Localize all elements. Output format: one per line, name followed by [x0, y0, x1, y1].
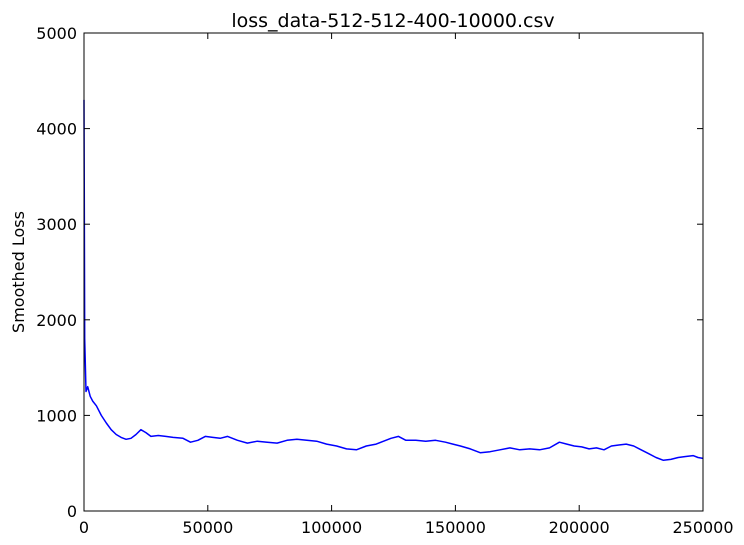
y-tick-label: 2000 — [36, 311, 77, 330]
x-tick-label: 200000 — [549, 518, 610, 537]
y-tick-label: 1000 — [36, 406, 77, 425]
plot-area: 0 50000 100000 150000 200000 250000 0 1000 2000 3… — [36, 24, 733, 537]
y-tick-label: 4000 — [36, 120, 77, 139]
chart-title: loss_data-512-512-400-10000.csv — [231, 10, 554, 32]
x-tick-label: 150000 — [425, 518, 486, 537]
y-axis-label: Smoothed Loss — [9, 211, 28, 333]
series-line-0 — [83, 99, 704, 462]
y-tick-label: 3000 — [36, 215, 77, 234]
y-tick-label: 0 — [67, 502, 77, 521]
axes-frame — [83, 32, 704, 512]
x-tick-label: 0 — [79, 518, 89, 537]
x-tick-label: 100000 — [301, 518, 362, 537]
x-tick-label: 50000 — [182, 518, 233, 537]
y-tick-label: 5000 — [36, 24, 77, 43]
x-tick-label: 250000 — [672, 518, 733, 537]
